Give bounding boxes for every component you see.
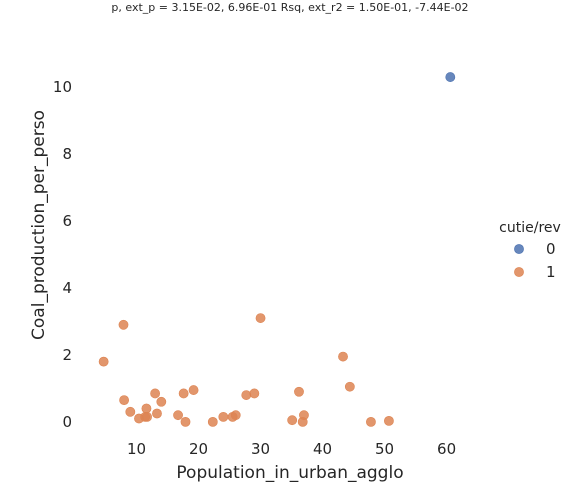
data-point: [287, 415, 298, 426]
legend: cutie/rev 01: [499, 220, 561, 281]
x-tick-label: 10: [127, 440, 146, 458]
data-point: [249, 388, 260, 399]
data-point: [98, 356, 109, 367]
data-point: [230, 410, 241, 421]
data-point: [294, 386, 304, 397]
data-point: [180, 416, 191, 427]
data-point: [173, 410, 183, 421]
data-point: [119, 395, 130, 406]
data-point: [218, 411, 229, 422]
legend-title: cutie/rev: [499, 220, 561, 236]
legend-entries: 01: [514, 240, 556, 281]
data-point: [156, 396, 167, 407]
data-point: [118, 319, 129, 330]
legend-label: 0: [546, 240, 556, 258]
x-tick-label: 60: [437, 440, 456, 458]
data-point: [178, 388, 189, 399]
data-point: [207, 416, 218, 427]
y-tick-label: 0: [62, 413, 72, 431]
data-points: [98, 72, 456, 427]
y-tick-label: 4: [62, 279, 72, 297]
data-point: [142, 411, 152, 422]
x-axis-ticks: 10 20 30 40 50 60: [127, 440, 456, 458]
data-point: [125, 406, 136, 417]
data-point: [141, 403, 152, 414]
chart-title: p, ext_p = 3.15E-02, 6.96E-01 Rsq, ext_r…: [111, 1, 468, 14]
data-point: [152, 408, 162, 419]
y-tick-label: 8: [62, 145, 72, 163]
y-axis-label: Coal_production_per_perso: [29, 110, 49, 340]
data-point: [366, 416, 376, 427]
data-point: [445, 72, 456, 82]
y-axis-ticks: 0 2 4 6 8 10: [53, 78, 72, 431]
x-tick-label: 30: [251, 440, 270, 458]
x-tick-label: 50: [375, 440, 394, 458]
y-tick-label: 2: [62, 346, 72, 364]
y-tick-label: 10: [53, 78, 72, 96]
legend-marker: [514, 244, 524, 254]
y-tick-label: 6: [62, 212, 72, 230]
data-point: [255, 313, 266, 323]
data-point: [384, 415, 394, 426]
legend-label: 1: [546, 263, 556, 281]
data-point: [188, 385, 199, 395]
x-tick-label: 40: [313, 440, 332, 458]
x-tick-label: 20: [189, 440, 208, 458]
data-point: [241, 390, 252, 400]
data-point: [344, 381, 355, 392]
legend-marker: [514, 267, 524, 277]
data-point: [150, 388, 161, 399]
data-point: [338, 351, 348, 362]
x-axis-label: Population_in_urban_agglo: [176, 463, 403, 483]
data-point: [299, 410, 309, 421]
